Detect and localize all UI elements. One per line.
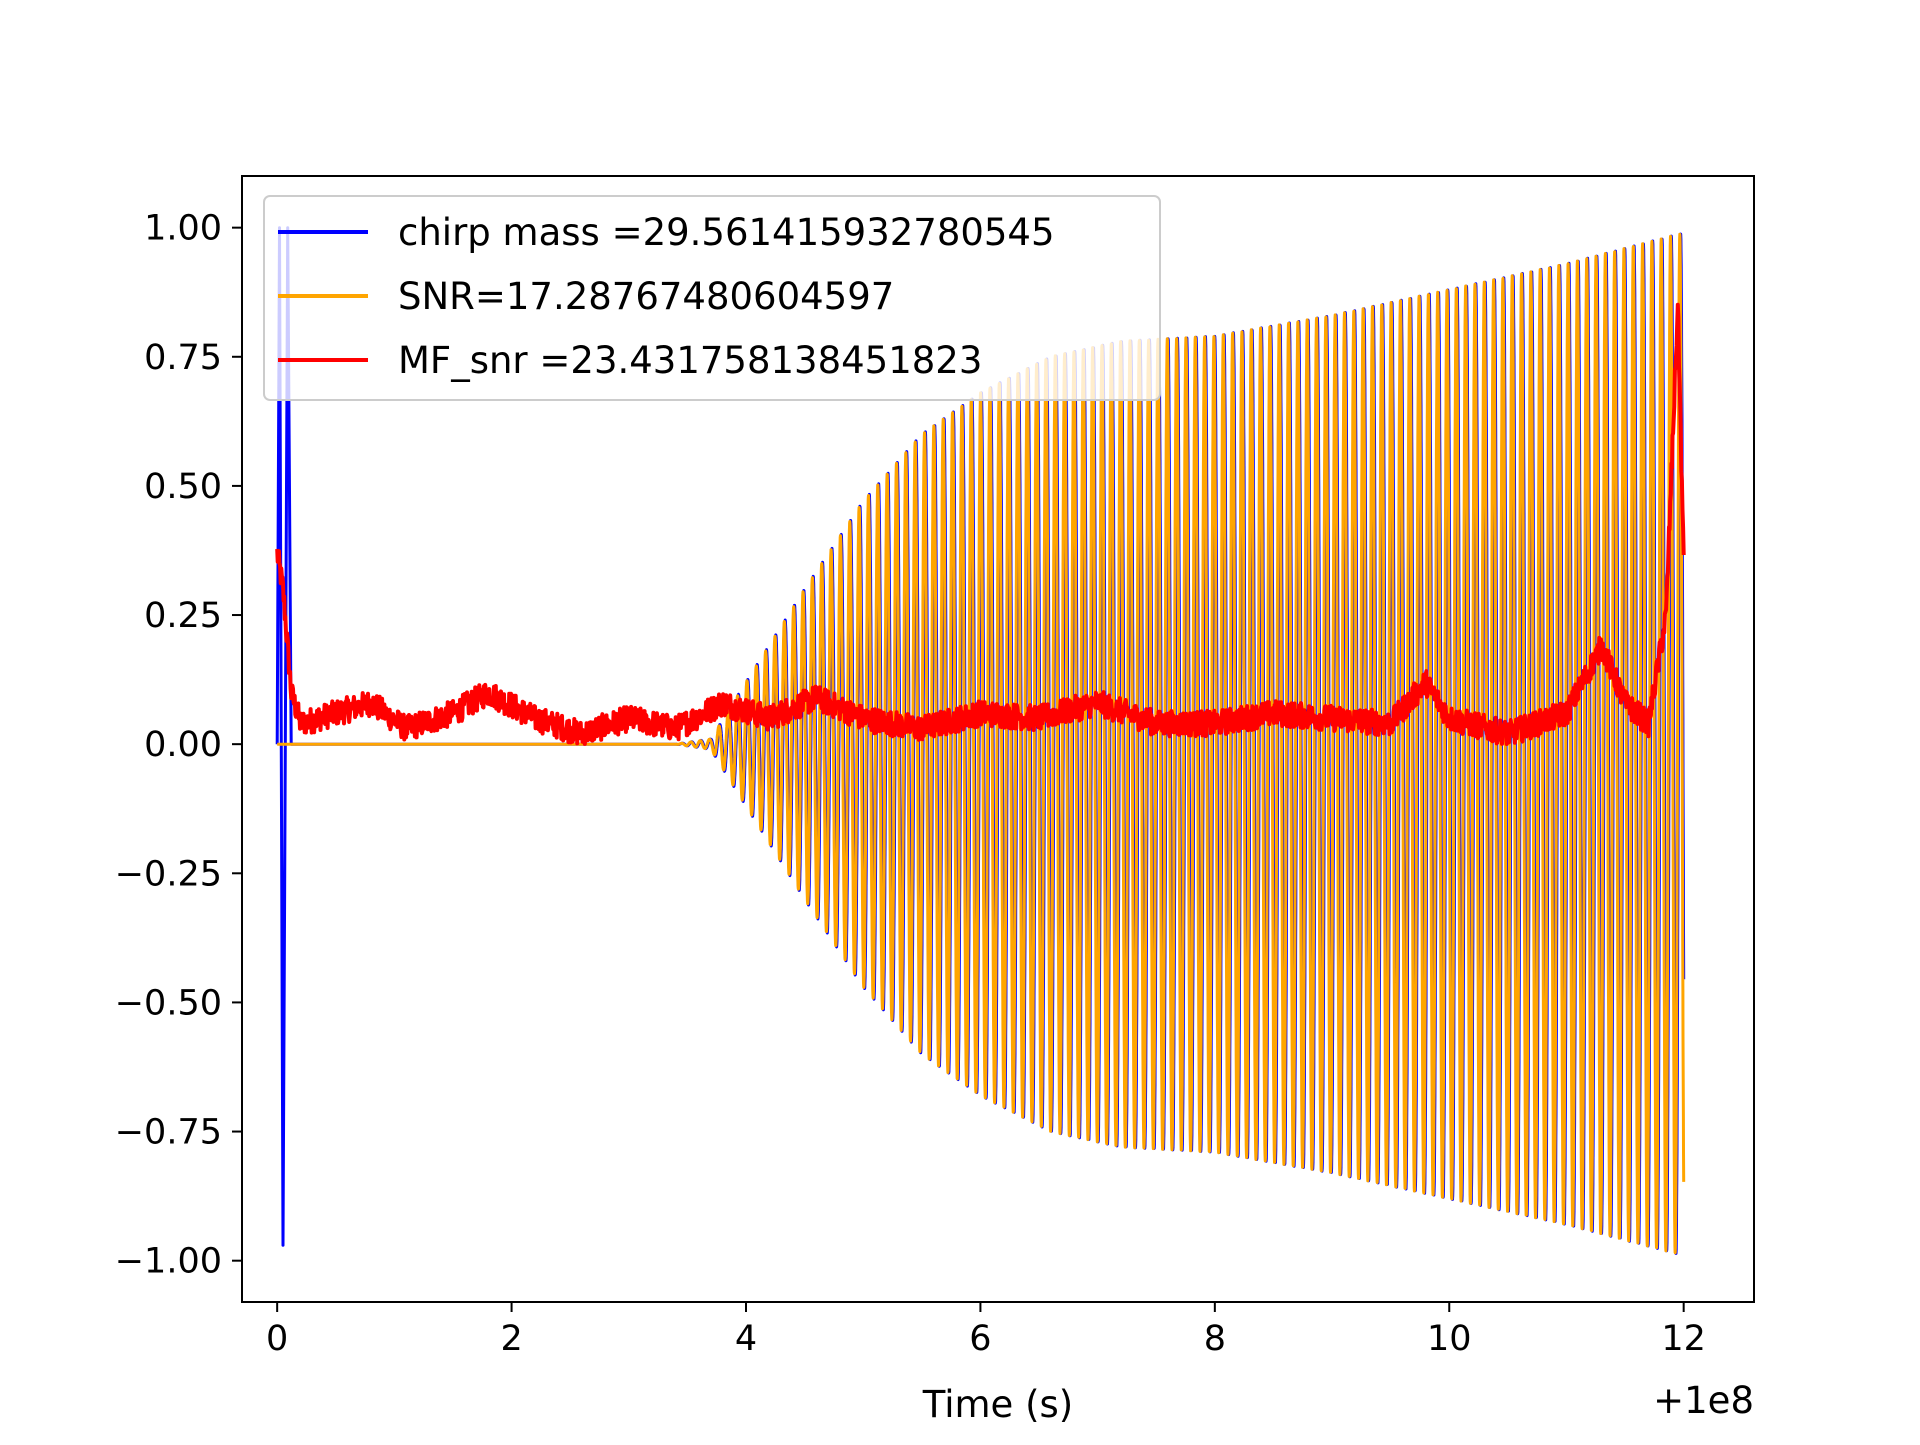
x-axis-offset-label: +1e8 (1653, 1379, 1754, 1422)
x-tick-label: 10 (1427, 1319, 1472, 1359)
series-line-3 (275, 302, 1686, 746)
legend-label: MF_snr =23.431758138451823 (398, 339, 982, 382)
x-tick-label: 12 (1661, 1319, 1706, 1359)
x-axis-label: Time (s) (922, 1383, 1073, 1426)
y-tick-label: 1.00 (144, 209, 222, 249)
y-tick-label: 0.00 (144, 725, 222, 765)
legend-label: chirp mass =29.561415932780545 (398, 211, 1055, 254)
legend-box (263, 195, 1161, 401)
legend: chirp mass =29.561415932780545 SNR=17.287… (263, 195, 1161, 401)
x-tick-label: 8 (1204, 1319, 1226, 1359)
y-tick-label: 0.25 (144, 596, 222, 636)
y-tick-label: 0.50 (144, 467, 222, 507)
y-tick-label: −1.00 (115, 1242, 222, 1282)
y-tick-label: −0.75 (115, 1113, 222, 1153)
y-tick-label: −0.50 (115, 983, 222, 1023)
legend-label: SNR=17.28767480604597 (398, 275, 894, 318)
y-axis-ticks: 1.00 0.75 0.50 0.25 0.00 −0.25 −0.50 −0.75 −1.00 (115, 209, 242, 1282)
x-axis-ticks: 0 2 4 6 8 10 12 (266, 1302, 1706, 1359)
x-tick-label: 4 (735, 1319, 757, 1359)
x-tick-label: 0 (266, 1319, 288, 1359)
x-tick-label: 2 (500, 1319, 522, 1359)
x-tick-label: 6 (969, 1319, 991, 1359)
axes-frame (241, 175, 1755, 1303)
y-tick-label: 0.75 (144, 338, 222, 378)
y-tick-label: −0.25 (115, 854, 222, 894)
